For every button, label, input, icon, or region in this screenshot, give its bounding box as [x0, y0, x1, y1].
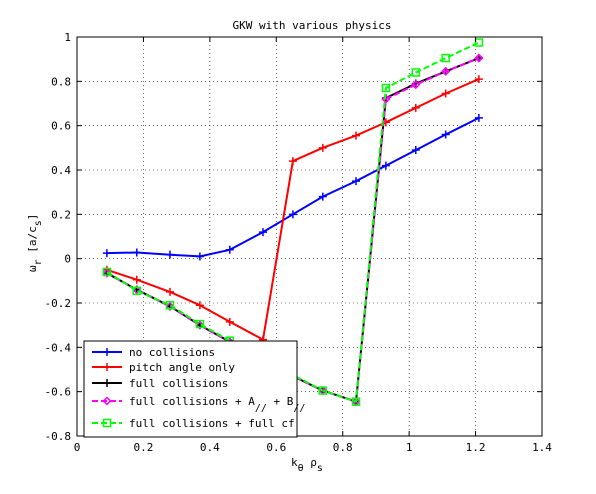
legend-entry: full collisions + full cf	[92, 417, 295, 430]
x-tick-label: 0	[74, 441, 81, 454]
x-axis-label-sub2: s	[317, 463, 323, 474]
x-axis-label: kθ ρs	[291, 456, 323, 474]
data-point	[474, 38, 484, 47]
x-axis-label-mid: ρ	[304, 456, 317, 469]
legend-box	[83, 340, 298, 438]
y-tick-label: 0.4	[51, 164, 71, 177]
data-point	[441, 66, 451, 76]
data-point	[132, 248, 141, 257]
data-point	[441, 53, 450, 63]
data-point	[195, 319, 205, 329]
axes-box	[76, 36, 543, 437]
data-point	[318, 143, 327, 152]
legend-label: pitch angle only	[129, 361, 235, 374]
data-point	[411, 146, 420, 155]
data-point	[195, 252, 204, 261]
data-point	[102, 268, 112, 278]
data-point	[474, 113, 483, 122]
data-point	[132, 286, 142, 296]
x-tick-label: 1.2	[466, 441, 486, 454]
legend-label-subscript: //	[293, 403, 305, 414]
legend-marker	[103, 379, 111, 387]
data-point	[166, 287, 174, 296]
data-point	[318, 192, 327, 201]
legend-label-part: + B	[267, 395, 294, 408]
data-point	[288, 157, 297, 166]
data-point	[318, 386, 328, 395]
x-tick-label: 0.8	[333, 441, 353, 454]
ticks: 0 0.2 0.4 0.6 0.8 1 1.2 1.4 -0.8 -0.6 -0.4 -0.2 0 0.2…	[45, 31, 553, 454]
legend-label-part: full collisions + A	[129, 395, 255, 408]
y-tick-label: 0	[64, 253, 71, 266]
y-tick-label: 0.8	[51, 75, 71, 88]
legend-entry: full collisions	[92, 377, 228, 390]
data-point	[259, 228, 267, 237]
y-axis-label-sub1: r	[33, 259, 44, 265]
data-point	[411, 68, 421, 77]
y-axis-label: ωr [a/cs]	[26, 214, 44, 272]
y-tick-label: -0.4	[45, 341, 72, 354]
data-point	[132, 275, 141, 284]
x-tick-label: 0.2	[133, 441, 153, 454]
legend-marker	[102, 396, 112, 406]
legend-entry: no collisions	[92, 346, 215, 359]
data-point	[474, 53, 484, 63]
legend-label-subscript: //	[255, 403, 267, 414]
data-point	[165, 301, 175, 311]
data-point	[102, 249, 111, 258]
legend-label: no collisions	[129, 346, 215, 359]
legend-entry: pitch angle only	[92, 361, 235, 374]
data-point	[225, 245, 234, 254]
series-1	[102, 113, 483, 261]
x-axis-label-sub1: θ	[298, 463, 304, 474]
data-point	[411, 103, 420, 112]
data-point	[351, 397, 361, 406]
data-point	[165, 300, 175, 310]
data-point	[381, 83, 391, 93]
x-tick-label: 0.4	[200, 441, 220, 454]
legend-label: full collisions	[129, 377, 228, 390]
y-tick-label: 1	[64, 31, 71, 44]
data-point	[381, 161, 390, 170]
data-point	[381, 94, 391, 104]
x-tick-label: 1	[406, 441, 413, 454]
y-axis-label-mid: [a/c	[26, 226, 39, 259]
legend: no collisions pitch angle only full collis…	[83, 340, 305, 438]
data-point	[352, 131, 360, 140]
data-point	[102, 267, 112, 277]
data-point	[411, 80, 421, 90]
data-point	[288, 210, 297, 219]
data-point	[352, 177, 360, 186]
legend-entries: no collisions pitch angle only full collis…	[92, 346, 305, 430]
y-tick-label: -0.2	[45, 297, 72, 310]
x-tick-label: 1.4	[532, 441, 552, 454]
y-tick-label: 0.6	[51, 120, 71, 133]
y-axis-label-main: ω	[26, 265, 39, 272]
x-axis-label-main: k	[291, 456, 298, 469]
data-point	[441, 89, 450, 98]
data-point	[225, 317, 234, 326]
legend-marker	[103, 363, 111, 371]
legend-label: full collisions + full cf	[129, 417, 295, 430]
y-tick-label: 0.2	[51, 208, 71, 221]
legend-marker	[102, 418, 112, 428]
data-point	[195, 320, 205, 330]
y-tick-label: -0.8	[45, 430, 72, 443]
x-tick-label: 0.6	[266, 441, 286, 454]
data-point	[195, 301, 204, 310]
legend-entry: full collisions + A// + B//	[92, 395, 305, 414]
y-tick-label: -0.6	[45, 386, 72, 399]
y-axis-label-end: ]	[26, 214, 39, 221]
y-axis-label-sub2: s	[33, 220, 44, 226]
legend-marker	[103, 348, 111, 356]
legend-label: full collisions + A// + B//	[129, 395, 305, 414]
chart-title: GKW with various physics	[233, 19, 392, 32]
data-point	[474, 75, 483, 84]
data-point	[441, 130, 450, 139]
data-point	[166, 250, 174, 259]
